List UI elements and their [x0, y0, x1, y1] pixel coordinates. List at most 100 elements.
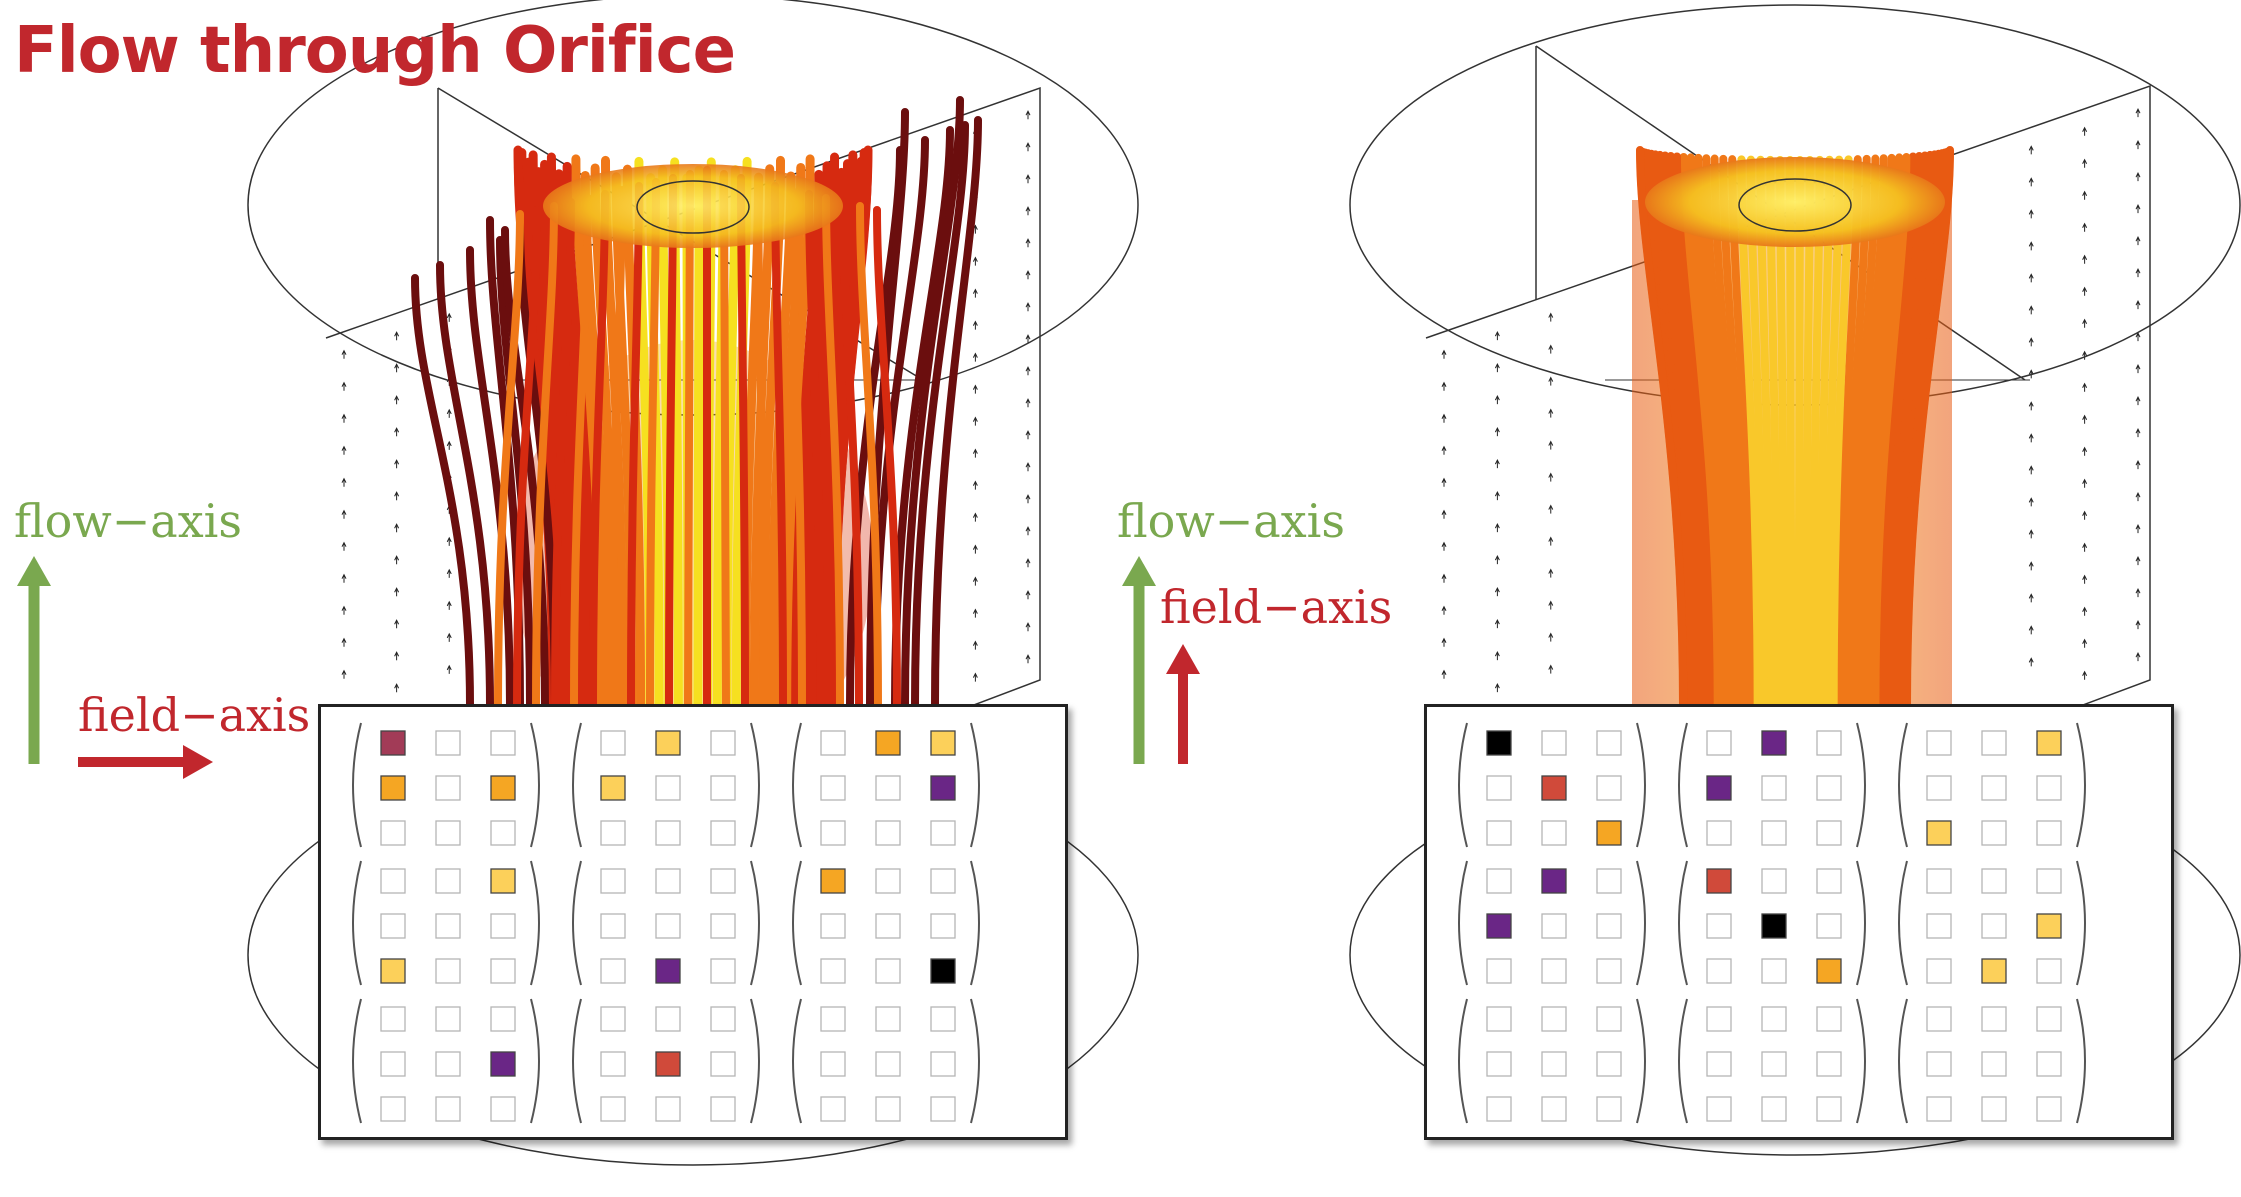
vector-arrow-head	[1025, 142, 1031, 148]
right-streamline	[1636, 146, 1687, 709]
matrix-cell-filled	[1486, 730, 1512, 756]
matrix-cell-empty	[930, 1096, 956, 1122]
vector-arrow-head	[1548, 376, 1554, 382]
left-streamline-dark	[911, 121, 969, 709]
matrix-cell-filled	[380, 730, 406, 756]
vector-arrow-head	[972, 480, 978, 486]
matrix-cell-empty	[1596, 1096, 1622, 1122]
vector-arrow-head	[1548, 536, 1554, 542]
vector-arrow-head	[1441, 477, 1447, 483]
left-streamline-dark	[436, 261, 494, 709]
matrix-cell-empty	[1541, 913, 1567, 939]
matrix-cell-empty	[1596, 775, 1622, 801]
vector-arrow-head	[2028, 337, 2034, 343]
matrix-cell-filled	[875, 730, 901, 756]
matrix-cell-empty	[875, 1051, 901, 1077]
vector-arrow-head	[2135, 524, 2141, 530]
matrix-cell-empty	[380, 913, 406, 939]
matrix-cell-empty	[710, 820, 736, 846]
matrix-cell-empty	[435, 868, 461, 894]
matrix-cell-empty	[2036, 775, 2062, 801]
right-field-axis-arrow-head	[1166, 644, 1200, 674]
matrix-cell-empty	[600, 913, 626, 939]
matrix-cell-empty	[435, 1006, 461, 1032]
matrix-cell-empty	[2036, 1006, 2062, 1032]
left-matrix-grid	[352, 722, 980, 1124]
matrix-cell-empty	[820, 820, 846, 846]
matrix-cell-empty	[600, 1006, 626, 1032]
matrix-left-paren	[352, 722, 362, 848]
vector-arrow-head	[1548, 632, 1554, 638]
matrix-cell-filled	[380, 958, 406, 984]
matrix-cell-empty	[1761, 820, 1787, 846]
vector-arrow-head	[1494, 395, 1500, 401]
vector-arrow-head	[1494, 491, 1500, 497]
left-flow-axis-label: flow−axis	[14, 494, 242, 548]
matrix-cell-empty	[600, 820, 626, 846]
vector-arrow-head	[2135, 652, 2141, 658]
matrix-cell-empty	[490, 730, 516, 756]
vector-arrow-head	[2028, 145, 2034, 151]
vector-arrow-head	[446, 632, 452, 639]
vector-arrow-head	[341, 477, 347, 483]
left-field-axis-label: field−axis	[78, 688, 311, 742]
vector-arrow-head	[972, 288, 978, 294]
matrix-cell-empty	[710, 1051, 736, 1077]
vector-arrow-head	[341, 605, 347, 611]
left-streamline-dark	[901, 96, 964, 709]
vector-arrow-head	[2082, 254, 2088, 260]
left-streamline-red	[737, 174, 749, 709]
matrix-right-paren	[2076, 722, 2086, 848]
matrix-cell-empty	[820, 1006, 846, 1032]
vector-arrow-head	[394, 523, 400, 529]
matrix-cell-empty	[600, 1096, 626, 1122]
matrix-cell-empty	[1706, 1096, 1732, 1122]
matrix-cell-empty	[875, 868, 901, 894]
left-streamline-red	[570, 194, 592, 709]
vector-arrow-head	[394, 651, 400, 657]
vector-arrow-head	[2135, 300, 2141, 306]
matrix-cell-empty	[1486, 1051, 1512, 1077]
matrix-cell-empty	[1761, 958, 1787, 984]
left-streamline-red	[551, 198, 575, 709]
vector-arrow-head	[1494, 331, 1500, 337]
left-streamline-red	[720, 170, 730, 709]
matrix-cell-empty	[1541, 1096, 1567, 1122]
vector-arrow-head	[394, 491, 400, 497]
vector-arrow-head	[2135, 108, 2141, 114]
matrix-cell-empty	[1816, 775, 1842, 801]
vector-arrow-head	[394, 459, 400, 465]
vector-arrow-head	[394, 331, 400, 337]
vector-arrow-head	[972, 544, 978, 550]
matrix-cell-filled	[1706, 775, 1732, 801]
matrix-cell-empty	[710, 913, 736, 939]
vector-arrow-head	[394, 619, 400, 625]
matrix-cell-empty	[1761, 1006, 1787, 1032]
matrix-cell-empty	[1486, 1006, 1512, 1032]
matrix-cell-empty	[2036, 868, 2062, 894]
vector-arrow-head	[1025, 622, 1031, 628]
vector-arrow-head	[2028, 497, 2034, 503]
matrix-cell-empty	[930, 1006, 956, 1032]
vector-arrow-head	[2082, 446, 2088, 452]
matrix-cell-empty	[435, 820, 461, 846]
left-matrix-panel	[318, 704, 1068, 1140]
matrix-cell-empty	[655, 913, 681, 939]
matrix-cell-filled	[1596, 820, 1622, 846]
vector-arrow-head	[2082, 670, 2088, 676]
vector-arrow-head	[1025, 526, 1031, 532]
matrix-cell-filled	[655, 958, 681, 984]
vector-arrow-head	[972, 672, 978, 678]
vector-arrow-head	[1441, 509, 1447, 515]
figure-title: Flow through Orifice	[14, 14, 736, 88]
matrix-cell-empty	[435, 1096, 461, 1122]
vector-arrow-head	[341, 381, 347, 387]
vector-arrow-head	[1441, 573, 1447, 579]
vector-arrow-head	[2082, 478, 2088, 484]
matrix-left-paren	[1898, 722, 1908, 848]
matrix-cell-empty	[490, 820, 516, 846]
matrix-cell-empty	[1486, 775, 1512, 801]
matrix-right-paren	[970, 998, 980, 1124]
left-streamline-dark	[411, 274, 474, 709]
matrix-cell-empty	[490, 913, 516, 939]
